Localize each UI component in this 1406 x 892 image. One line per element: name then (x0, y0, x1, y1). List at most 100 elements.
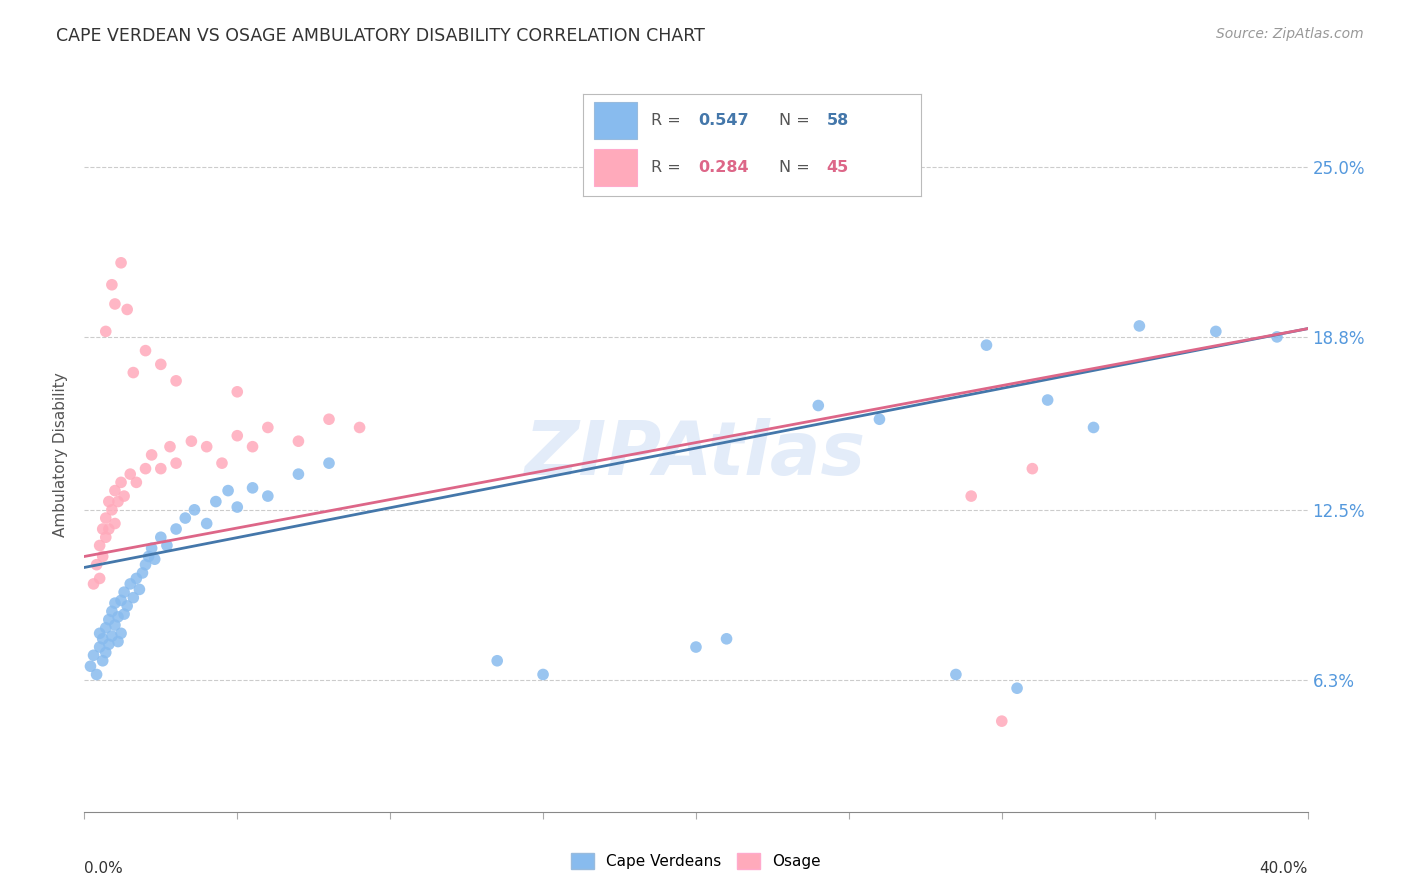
Point (211, 456, 233, 470)
Point (91, 654, 114, 668)
Point (104, 618, 127, 632)
Point (226, 384, 249, 399)
Point (287, 434, 309, 449)
Point (110, 475, 132, 490)
Point (94, 646, 117, 660)
Point (149, 357, 172, 371)
Point (318, 412, 340, 426)
Point (149, 461, 172, 475)
Y-axis label: Ambulatory Disability: Ambulatory Disability (53, 373, 69, 537)
Point (112, 585, 135, 599)
Text: ZIPAtlas: ZIPAtlas (526, 418, 866, 491)
Point (104, 596, 127, 610)
Point (107, 494, 129, 508)
Point (287, 467, 309, 482)
Point (531, 667, 554, 681)
Text: 40.0%: 40.0% (1260, 861, 1308, 876)
Point (115, 302, 138, 317)
Text: Source: ZipAtlas.com: Source: ZipAtlas.com (1216, 27, 1364, 41)
Text: 0.284: 0.284 (699, 160, 749, 175)
Point (945, 667, 967, 681)
FancyBboxPatch shape (593, 149, 637, 186)
Point (107, 610, 129, 624)
Point (97, 613, 120, 627)
Point (89, 539, 111, 553)
Text: 45: 45 (827, 160, 849, 175)
Point (86, 558, 108, 572)
Point (79, 659, 101, 673)
Point (135, 461, 157, 475)
Point (242, 440, 264, 454)
Point (110, 626, 132, 640)
Point (122, 366, 145, 380)
Point (94, 621, 117, 635)
Point (195, 516, 218, 531)
Point (165, 374, 187, 388)
Point (159, 440, 181, 454)
Point (685, 640, 707, 654)
Point (104, 483, 127, 498)
Point (94, 325, 117, 339)
Text: N =: N = (779, 112, 815, 128)
Point (97, 522, 120, 536)
Text: R =: R = (651, 160, 686, 175)
Text: 0.0%: 0.0% (84, 861, 124, 876)
Point (125, 571, 148, 585)
Point (110, 256, 132, 270)
Point (91, 549, 114, 564)
Point (257, 489, 280, 503)
Point (107, 634, 129, 648)
Point (991, 714, 1014, 728)
Point (976, 338, 998, 352)
Point (242, 481, 264, 495)
Point (97, 637, 120, 651)
Point (205, 494, 228, 508)
Point (226, 500, 249, 514)
Point (486, 654, 509, 668)
Point (83, 648, 105, 663)
Point (156, 539, 179, 553)
Point (112, 489, 135, 503)
Point (183, 503, 205, 517)
Point (125, 475, 148, 490)
Point (1265, 330, 1288, 344)
Point (86, 667, 108, 681)
Legend: Cape Verdeans, Osage: Cape Verdeans, Osage (565, 847, 827, 875)
Point (120, 467, 142, 482)
Point (104, 516, 127, 531)
Point (1005, 681, 1028, 696)
Text: R =: R = (651, 112, 686, 128)
Point (101, 503, 124, 517)
Point (349, 420, 371, 434)
Text: 0.547: 0.547 (699, 112, 749, 128)
Point (1021, 461, 1043, 475)
Text: CAPE VERDEAN VS OSAGE AMBULATORY DISABILITY CORRELATION CHART: CAPE VERDEAN VS OSAGE AMBULATORY DISABIL… (56, 27, 706, 45)
Point (174, 511, 197, 525)
Text: 58: 58 (827, 112, 849, 128)
Point (91, 522, 114, 536)
Point (195, 440, 218, 454)
Point (101, 629, 124, 643)
Point (149, 530, 172, 544)
Point (89, 640, 111, 654)
Point (110, 593, 132, 607)
Point (257, 420, 280, 434)
Point (869, 412, 891, 426)
Point (716, 632, 738, 646)
Point (89, 571, 111, 585)
Point (180, 434, 202, 449)
FancyBboxPatch shape (593, 102, 637, 139)
Point (135, 343, 157, 358)
Point (960, 489, 983, 503)
Point (141, 448, 163, 462)
Point (101, 604, 124, 618)
Point (94, 530, 117, 544)
Point (226, 428, 249, 442)
Point (135, 558, 157, 572)
Point (141, 541, 163, 556)
Point (131, 566, 153, 580)
Point (115, 599, 138, 613)
Point (1205, 325, 1227, 339)
Point (128, 582, 150, 597)
Point (89, 626, 111, 640)
